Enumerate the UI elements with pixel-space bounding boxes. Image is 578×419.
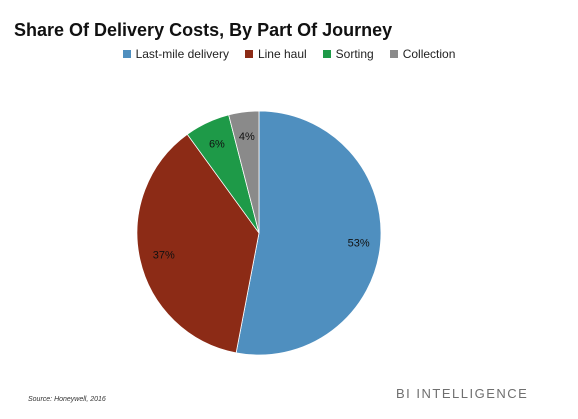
data-label-sorting: 6% [209, 139, 225, 151]
legend-label-collection: Collection [402, 47, 456, 61]
brand-logo: BI INTELLIGENCE [396, 386, 529, 401]
data-label-line-haul: 37% [153, 249, 175, 261]
legend-swatch-sorting [322, 50, 331, 58]
source-note: Source: Honeywell, 2016 [28, 396, 106, 403]
pie-slice-last-mile-delivery [235, 110, 382, 356]
legend-label-sorting: Sorting [335, 47, 374, 61]
chart-title: Share Of Delivery Costs, By Part Of Jour… [14, 20, 393, 40]
pie-slice-line-haul [136, 133, 260, 354]
data-label-collection: 4% [239, 131, 255, 143]
legend-swatch-line-haul [244, 50, 253, 58]
legend-item-last-mile: Last-mile delivery [122, 47, 229, 61]
pie-slice-collection [228, 110, 260, 234]
legend-item-collection: Collection [389, 47, 456, 61]
legend-label-line-haul: Line haul [257, 47, 307, 61]
data-label-last-mile-delivery: 53% [348, 237, 370, 249]
legend-item-sorting: Sorting [322, 47, 374, 61]
legend-label-last-mile: Last-mile delivery [135, 47, 229, 61]
legend-item-line-haul: Line haul [244, 47, 307, 61]
legend-swatch-collection [389, 50, 398, 58]
chart-legend: Last-mile delivery Line haul Sorting Col… [0, 47, 578, 61]
legend-swatch-last-mile [122, 50, 131, 58]
